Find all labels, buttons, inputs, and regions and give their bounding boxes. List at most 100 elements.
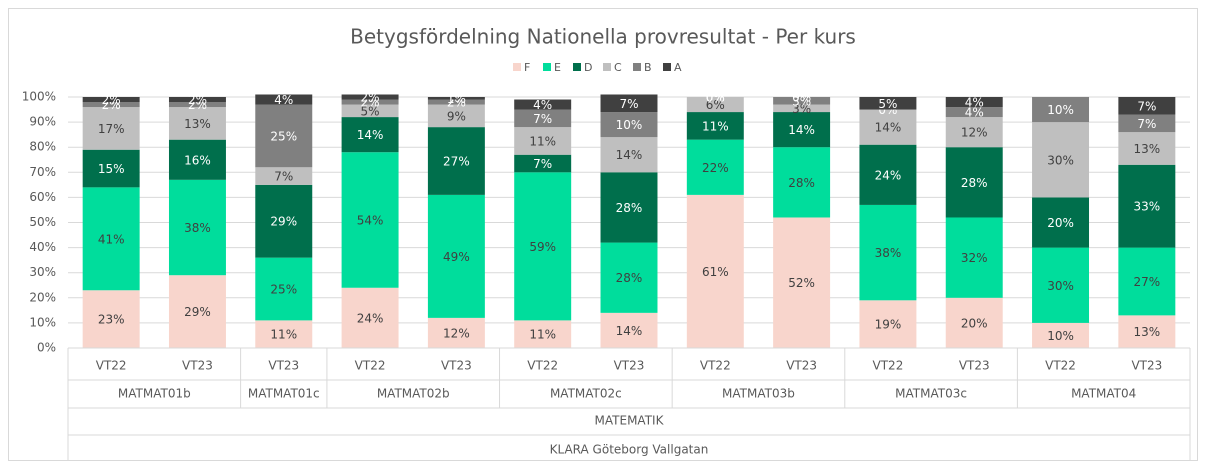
data-label: 5%	[361, 104, 380, 118]
bar-segment	[773, 97, 831, 105]
school-label: KLARA Göteborg Vallgatan	[550, 443, 709, 457]
data-label: 17%	[98, 122, 125, 136]
data-label: 3%	[792, 94, 811, 108]
x-tick-label: VT22	[96, 359, 127, 373]
bar-segment	[514, 154, 572, 173]
data-label: 12%	[961, 126, 988, 140]
data-label: 1%	[447, 92, 466, 106]
bar-segment	[82, 102, 140, 108]
bar-segment	[427, 97, 485, 100]
bar-segment	[427, 194, 485, 318]
group-label: MATMAT02b	[377, 387, 450, 401]
data-label: 4%	[274, 93, 293, 107]
data-label: 4%	[965, 96, 984, 110]
bar-segment	[1118, 132, 1176, 165]
data-label: 14%	[616, 324, 643, 338]
data-label: 7%	[274, 170, 293, 184]
bar-segment	[859, 204, 917, 301]
bar-segment	[168, 102, 226, 108]
bar-segment	[341, 99, 399, 105]
data-label: 24%	[357, 311, 384, 325]
bar-segment	[341, 94, 399, 100]
x-tick-label: VT23	[182, 359, 213, 373]
data-label: 27%	[443, 155, 470, 169]
bar-segment	[1032, 97, 1090, 123]
x-tick-label: VT23	[786, 359, 817, 373]
data-label: 7%	[533, 112, 552, 126]
bar-segment	[945, 147, 1003, 218]
data-label: 30%	[1047, 153, 1074, 167]
bar-segment	[168, 97, 226, 103]
bar-segment	[168, 179, 226, 276]
legend-label: D	[584, 61, 592, 74]
data-label: 38%	[875, 246, 902, 260]
data-label: 14%	[875, 121, 902, 135]
bar-segment	[945, 97, 1003, 108]
bar-segment	[514, 320, 572, 348]
data-label: 0%	[706, 91, 725, 105]
data-label: 28%	[961, 176, 988, 190]
legend-swatch	[543, 63, 551, 71]
y-tick-label: 80%	[29, 140, 56, 154]
data-label: 9%	[447, 109, 466, 123]
y-tick-label: 60%	[29, 190, 56, 204]
bar-segment	[341, 104, 399, 118]
x-tick-label: VT22	[873, 359, 904, 373]
bar-segment	[168, 275, 226, 348]
data-label: 22%	[702, 161, 729, 175]
bar-segment	[600, 172, 658, 243]
bar-segment	[1118, 114, 1176, 133]
bar-segment	[341, 117, 399, 153]
data-label: 28%	[616, 271, 643, 285]
bar-segment	[773, 147, 831, 218]
data-label: 6%	[706, 98, 725, 112]
legend-swatch	[633, 63, 641, 71]
legend-swatch	[513, 63, 521, 71]
data-label: 30%	[1047, 279, 1074, 293]
chart-title: Betygsfördelning Nationella provresultat…	[350, 25, 856, 49]
bar-segment	[600, 112, 658, 138]
data-label: 2%	[361, 91, 380, 105]
data-label: 24%	[875, 168, 902, 182]
bar-segment	[686, 97, 744, 113]
bar-segment	[427, 104, 485, 128]
data-label: 28%	[616, 201, 643, 215]
bar-segment	[1118, 315, 1176, 348]
data-label: 13%	[1134, 142, 1161, 156]
bar-segment	[686, 112, 744, 140]
group-label: MATMAT04	[1071, 387, 1136, 401]
bar-segment	[255, 167, 313, 185]
bar-segment	[1118, 247, 1176, 316]
legend-label: A	[674, 61, 682, 74]
legend-label: E	[554, 61, 561, 74]
bar-segment	[600, 242, 658, 313]
bar-segment	[859, 109, 917, 145]
bar-segment	[255, 320, 313, 348]
x-tick-label: VT22	[355, 359, 386, 373]
data-label: 14%	[616, 148, 643, 162]
data-label: 4%	[533, 98, 552, 112]
bar-segment	[773, 112, 831, 148]
bar-segment	[686, 194, 744, 348]
data-label: 20%	[1047, 216, 1074, 230]
group-label: MATMAT03c	[895, 387, 967, 401]
group-label: MATMAT02c	[550, 387, 622, 401]
bar-segment	[945, 117, 1003, 148]
x-tick-label: VT23	[1131, 359, 1162, 373]
bar-segment	[600, 94, 658, 113]
data-label: 11%	[702, 119, 729, 133]
bar-segment	[514, 109, 572, 128]
legend-label: C	[614, 61, 622, 74]
bar-segment	[1032, 322, 1090, 348]
data-label: 5%	[878, 97, 897, 111]
subject-label: MATEMATIK	[595, 414, 665, 428]
bar-segment	[1032, 247, 1090, 323]
bar-segment	[773, 104, 831, 113]
bar-segment	[514, 127, 572, 155]
bar-segment	[1032, 122, 1090, 198]
bar-segment	[255, 94, 313, 105]
bar-segment	[945, 297, 1003, 348]
data-label: 33%	[1134, 200, 1161, 214]
data-label: 0%	[706, 91, 725, 105]
legend-swatch	[603, 63, 611, 71]
